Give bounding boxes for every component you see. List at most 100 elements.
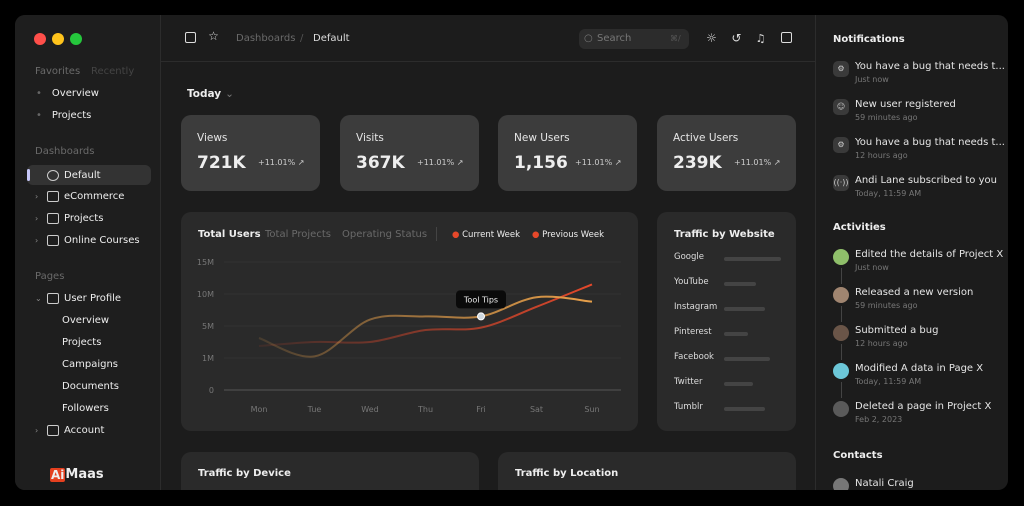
sidebar-item-default[interactable]: Default bbox=[27, 165, 151, 185]
breadcrumb-default[interactable]: Default bbox=[313, 33, 350, 44]
sidebar: Favorites Recently • Overview • Projects D… bbox=[15, 15, 161, 490]
close-button[interactable] bbox=[34, 33, 46, 45]
traffic-by-device-card: Traffic by Device bbox=[181, 452, 479, 490]
activity-time: Just now bbox=[855, 263, 889, 272]
sun-icon[interactable]: ☼ bbox=[706, 31, 717, 45]
legend-previous-week: ● Previous Week bbox=[532, 230, 604, 240]
bell-icon[interactable]: ♫ bbox=[755, 32, 766, 45]
website-label: Google bbox=[674, 252, 704, 262]
line-chart: 15M 10M 5M 1M 0 Mon Tue Wed Thu Fri Sat Sun Tool Tip… bbox=[197, 258, 621, 414]
notification-item[interactable]: ⚙ You have a bug that needs t... 12 hours … bbox=[833, 137, 1005, 167]
activity-item[interactable]: Modified A data in Page X Today, 11:59 AM bbox=[833, 363, 1003, 398]
activity-item[interactable]: Released a new version 59 minutes ago bbox=[833, 287, 1003, 322]
search-icon: ○ bbox=[584, 33, 593, 44]
right-panel: Notifications ⚙ You have a bug that needs… bbox=[815, 15, 1008, 490]
maximize-button[interactable] bbox=[70, 33, 82, 45]
trend-up-icon: ↗ bbox=[456, 158, 464, 167]
sidebar-item-user-profile[interactable]: ⌄ User Profile bbox=[15, 288, 161, 308]
favorite-overview[interactable]: • Overview bbox=[36, 87, 99, 99]
notification-item[interactable]: ☺ New user registered 59 minutes ago bbox=[833, 99, 1003, 129]
tab-total-projects[interactable]: Total Projects bbox=[265, 229, 331, 240]
timeline-line bbox=[841, 306, 842, 322]
history-icon[interactable]: ↺ bbox=[731, 31, 742, 45]
activity-text: Released a new version bbox=[855, 287, 974, 298]
chevron-down-icon: ⌄ bbox=[225, 88, 234, 100]
timeline-line bbox=[841, 344, 842, 360]
pages-heading: Pages bbox=[35, 271, 65, 282]
notification-text: You have a bug that needs t... bbox=[855, 61, 1005, 72]
hover-point[interactable] bbox=[477, 312, 485, 321]
sidebar-subitem-campaigns[interactable]: Campaigns bbox=[62, 358, 119, 370]
tab-operating-status[interactable]: Operating Status bbox=[342, 229, 428, 240]
stat-change: +11.01% ↗ bbox=[417, 158, 463, 167]
card-title: Traffic by Website bbox=[674, 229, 775, 240]
sidebar-subitem-projects[interactable]: Projects bbox=[62, 336, 102, 348]
contact-name: Natali Craig bbox=[855, 478, 914, 489]
sidebar-subitem-overview[interactable]: Overview bbox=[62, 314, 110, 326]
y-tick-label: 1M bbox=[202, 354, 214, 363]
stat-change: +11.01% ↗ bbox=[258, 158, 304, 167]
dashboards-heading: Dashboards bbox=[35, 146, 95, 157]
x-tick-label: Thu bbox=[417, 405, 433, 414]
date-filter-dropdown[interactable]: Today ⌄ bbox=[187, 88, 234, 100]
label: Projects bbox=[51, 109, 92, 121]
contact-item[interactable]: Natali Craig bbox=[833, 478, 1003, 490]
trend-up-icon: ↗ bbox=[614, 158, 622, 167]
total-users-chart-card: Total Users Total Projects Operating Sta… bbox=[181, 212, 638, 431]
website-bar bbox=[724, 307, 766, 311]
stat-label: Views bbox=[197, 132, 228, 144]
activity-item[interactable]: Deleted a page in Project X Feb 2, 2023 bbox=[833, 401, 1003, 431]
avatar bbox=[833, 325, 849, 341]
search-input[interactable]: ○ Search ⌘/ bbox=[579, 29, 689, 49]
card-title: Traffic by Location bbox=[515, 468, 619, 479]
logo: Ai Maas bbox=[50, 467, 104, 482]
website-label: Instagram bbox=[674, 302, 718, 312]
activity-item[interactable]: Submitted a bug 12 hours ago bbox=[833, 325, 1003, 360]
x-tick-label: Tue bbox=[307, 405, 322, 414]
tab-favorites[interactable]: Favorites bbox=[35, 66, 81, 77]
tooltip bbox=[456, 290, 506, 309]
search-shortcut: ⌘/ bbox=[670, 34, 681, 43]
sidebar-subitem-followers[interactable]: Followers bbox=[62, 402, 109, 414]
tab-total-users[interactable]: Total Users bbox=[198, 229, 261, 240]
activity-time: Feb 2, 2023 bbox=[855, 415, 903, 424]
id-card-icon bbox=[47, 424, 59, 436]
sidebar-item-online-courses[interactable]: › Online Courses bbox=[15, 230, 161, 250]
notification-time: 12 hours ago bbox=[855, 151, 908, 160]
right-panel-toggle-icon[interactable] bbox=[781, 32, 792, 43]
notification-text: Andi Lane subscribed to you bbox=[855, 175, 997, 186]
sidebar-toggle-icon[interactable] bbox=[185, 32, 196, 43]
sidebar-item-ecommerce[interactable]: › eCommerce bbox=[15, 186, 161, 206]
chevron-right-icon: › bbox=[35, 213, 39, 223]
sidebar-item-account[interactable]: › Account bbox=[15, 420, 161, 440]
legend-dot: ● bbox=[452, 230, 463, 240]
website-label: Facebook bbox=[674, 352, 714, 362]
avatar bbox=[833, 478, 849, 490]
id-badge-icon bbox=[47, 292, 59, 304]
bug-icon: ⚙ bbox=[833, 137, 849, 153]
avatar bbox=[833, 363, 849, 379]
notification-item[interactable]: ((·)) Andi Lane subscribed to you Today, 1… bbox=[833, 175, 1003, 205]
star-icon[interactable]: ☆ bbox=[208, 29, 219, 43]
pie-chart-icon bbox=[47, 169, 59, 181]
notification-time: 59 minutes ago bbox=[855, 113, 918, 122]
minimize-button[interactable] bbox=[52, 33, 64, 45]
favorite-projects[interactable]: • Projects bbox=[36, 109, 92, 121]
activity-item[interactable]: Edited the details of Project X Just now bbox=[833, 249, 1004, 284]
activity-text: Edited the details of Project X bbox=[855, 249, 1004, 260]
breadcrumb-dashboards[interactable]: Dashboards bbox=[236, 33, 296, 44]
change-text: +11.01% bbox=[417, 158, 455, 167]
label: Default bbox=[64, 169, 101, 181]
contacts-heading: Contacts bbox=[833, 450, 883, 461]
card-title: Traffic by Device bbox=[198, 468, 291, 479]
activity-time: 12 hours ago bbox=[855, 339, 908, 348]
change-text: +11.01% bbox=[575, 158, 613, 167]
trend-up-icon: ↗ bbox=[297, 158, 305, 167]
website-label: YouTube bbox=[674, 277, 709, 287]
stat-label: Active Users bbox=[673, 132, 739, 144]
sidebar-subitem-documents[interactable]: Documents bbox=[62, 380, 120, 392]
sidebar-item-projects[interactable]: › Projects bbox=[15, 208, 161, 228]
chevron-down-icon: ⌄ bbox=[35, 293, 42, 303]
notification-item[interactable]: ⚙ You have a bug that needs t... Just now bbox=[833, 61, 1005, 91]
tab-recently[interactable]: Recently bbox=[91, 66, 135, 77]
